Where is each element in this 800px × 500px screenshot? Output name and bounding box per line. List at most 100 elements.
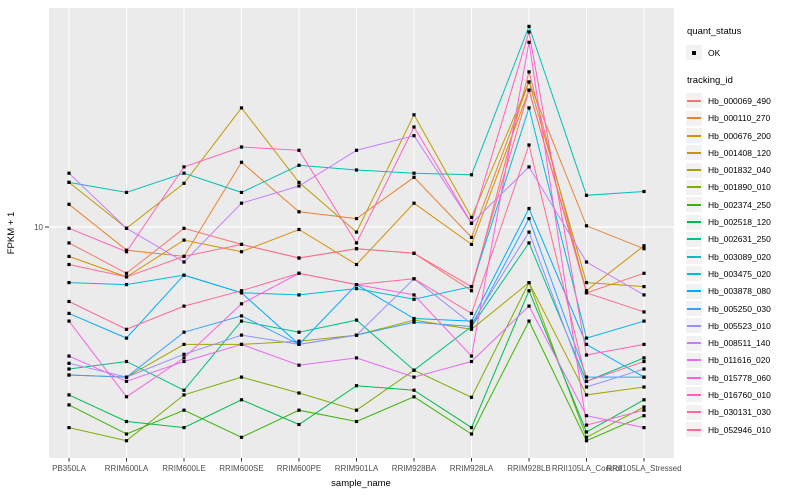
series-line-icon [686, 128, 702, 144]
data-point [354, 287, 359, 291]
data-point [182, 426, 186, 430]
data-point [182, 359, 186, 364]
data-point [67, 311, 71, 315]
data-point [527, 24, 531, 28]
data-point [67, 319, 71, 323]
data-point [239, 106, 244, 110]
data-point [642, 319, 646, 323]
data-point [412, 125, 416, 129]
data-point [642, 342, 646, 346]
data-point [642, 244, 646, 248]
data-point [642, 247, 646, 251]
data-point [67, 373, 71, 377]
data-point [642, 414, 646, 418]
legend-tracking-id-items: Hb_000069_490 Hb_000110_270 Hb_000676_200 H… [686, 92, 798, 438]
series-line-icon [686, 266, 702, 282]
data-point [182, 330, 186, 334]
data-point [239, 314, 244, 318]
axis-tick-labels: PB350LA RRIM600LA RRIM600LE RRIM600SE RRIM60… [34, 223, 681, 473]
legend-item: Hb_003475_020 [686, 265, 798, 282]
data-point [642, 426, 646, 430]
legend-item-label: Hb_000110_270 [708, 113, 771, 124]
data-point [239, 291, 244, 295]
legend-item-label: Hb_002518_120 [708, 217, 771, 228]
data-point [124, 419, 129, 424]
data-point [297, 293, 301, 297]
data-point [584, 385, 589, 389]
legend-title-tracking-id: tracking_id [687, 75, 733, 87]
data-points [67, 24, 646, 443]
series-line-icon [686, 370, 702, 386]
legend-item-label: Hb_015778_060 [708, 372, 771, 383]
legend-item-label: Hb_052946_010 [708, 424, 771, 435]
data-point [239, 398, 244, 402]
data-point [67, 403, 71, 407]
legend-item: Hb_001408_120 [686, 144, 798, 161]
data-point [642, 385, 646, 389]
x-tick-label: RRIM928LA [450, 464, 494, 473]
data-point [412, 175, 416, 179]
data-point [354, 419, 359, 424]
legend-item: Hb_003878_080 [686, 283, 798, 300]
data-point [469, 285, 474, 289]
data-point [182, 165, 186, 169]
data-point [584, 414, 589, 418]
data-point [469, 173, 474, 177]
data-point [124, 190, 129, 194]
data-point [584, 393, 589, 397]
data-point [527, 30, 531, 34]
data-point [67, 226, 71, 230]
series-line-icon [686, 197, 702, 213]
data-point [469, 359, 474, 364]
series-line-icon [686, 283, 702, 299]
data-point [239, 190, 244, 194]
legend-item-label: Hb_002374_250 [708, 199, 771, 210]
data-point [412, 251, 416, 255]
series-line-icon [686, 231, 702, 247]
legend-item-label: Hb_000676_200 [708, 130, 771, 141]
data-point [469, 324, 474, 329]
data-point [584, 260, 589, 264]
y-tick-label: 10 [34, 223, 43, 232]
data-point [469, 319, 474, 323]
legend-item: Hb_003089_020 [686, 248, 798, 265]
legend-item-label: Hb_003878_080 [708, 286, 771, 297]
legend-item-label: Hb_011616_020 [708, 355, 771, 366]
data-point [239, 160, 244, 164]
series-line-icon [686, 145, 702, 161]
data-point [584, 281, 589, 285]
data-point [124, 250, 129, 254]
ok-point-icon [686, 45, 702, 61]
data-point [182, 181, 186, 185]
data-point [412, 395, 416, 399]
data-point [124, 379, 129, 383]
data-point [354, 217, 359, 221]
x-tick-label: RRIM600PE [277, 464, 321, 473]
legend-item: Hb_000110_270 [686, 110, 798, 127]
data-point [412, 388, 416, 392]
data-point [297, 163, 301, 167]
data-point [297, 408, 301, 412]
data-point [642, 293, 646, 297]
data-point [182, 254, 186, 258]
data-point [67, 202, 71, 206]
data-point [354, 333, 359, 337]
data-point [584, 193, 589, 197]
x-tick-label: RRIM928BA [392, 464, 437, 473]
data-point [354, 283, 359, 287]
data-point [469, 215, 474, 219]
data-point [527, 40, 531, 44]
data-point [642, 356, 646, 360]
series-line-icon [686, 301, 702, 316]
data-point [642, 310, 646, 314]
data-point [239, 201, 244, 205]
data-point [584, 379, 589, 383]
data-point [642, 408, 646, 412]
series-line-icon [686, 179, 702, 195]
data-point [182, 342, 186, 346]
legend-item-label: Hb_005523_010 [708, 320, 771, 331]
data-point [642, 271, 646, 275]
series-line-icon [686, 93, 702, 109]
data-point [297, 339, 301, 343]
series-line-icon [686, 422, 702, 438]
